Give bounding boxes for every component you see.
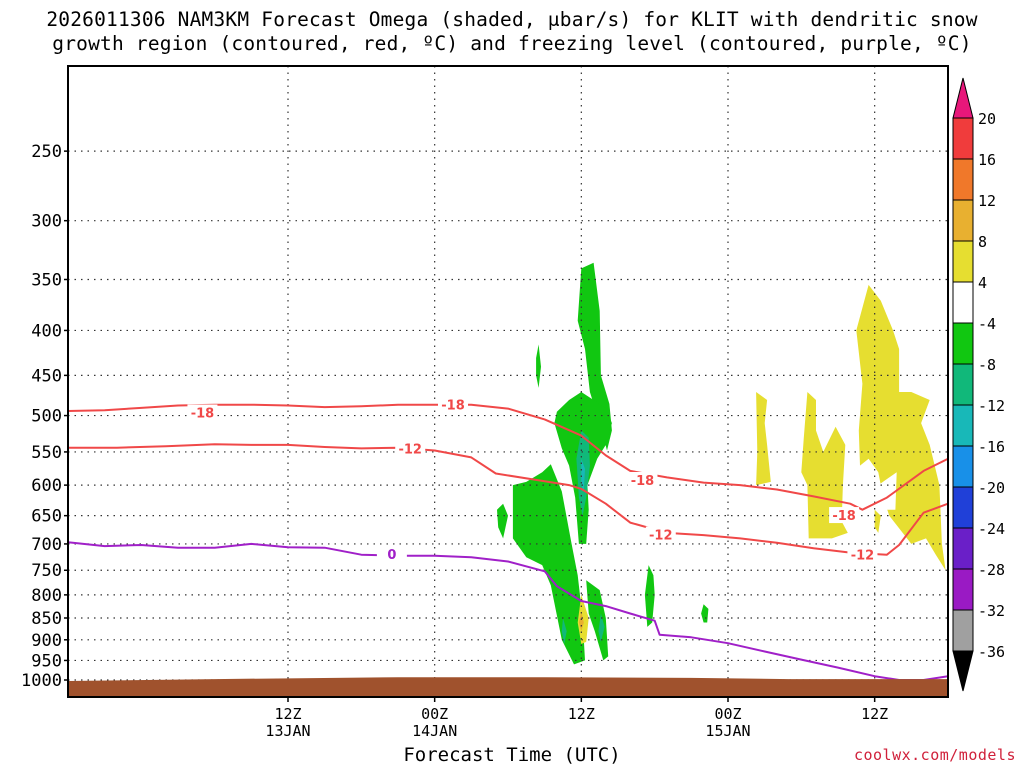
plot-area: -18 -18 -18 -18 -12 -12 -12 0 [68,66,948,697]
contour-label: 0 [387,548,396,563]
colorbar-bin [952,199,974,242]
omega-shaded-region [701,604,709,623]
y-tick-label: 350 [31,270,62,290]
contour-label-bg [395,440,426,457]
omega-shaded-region [512,464,585,665]
x-tick-label: 14JAN [412,722,457,740]
y-tick-label: 400 [31,321,62,341]
x-tick-label: 12Z [861,705,888,723]
contour-line-0 [68,541,948,681]
y-tick-label: 950 [31,651,62,671]
y-tick-label: 300 [31,212,62,232]
y-tick-label: 650 [31,507,62,527]
colorbar-label: 4 [978,274,987,292]
colorbar-bin [952,281,974,324]
contour-line-minus18 [68,403,948,511]
colorbar-label: -28 [978,561,1005,579]
colorbar-bin [952,158,974,201]
terrain-fill [68,677,948,697]
contour-label: -12 [851,549,875,564]
contour-label-bg [627,471,658,488]
chart-title-line-1: 2026011306 NAM3KM Forecast Omega (shaded… [46,8,978,31]
colorbar-bin [952,240,974,283]
y-tick-label: 700 [31,535,62,555]
colorbar-label: 12 [978,192,996,210]
colorbar-bin [952,609,974,652]
colorbar-label: -32 [978,602,1005,620]
colorbar-label: -20 [978,479,1005,497]
omega-shaded-region [644,565,655,627]
x-tick-label: 12Z [568,705,595,723]
contour-label-bg [187,404,218,421]
colorbar-extend-min [952,650,974,692]
contour-label-bg [438,396,468,413]
contour-label-bg [376,546,407,563]
colorbar-label: -12 [978,397,1005,415]
omega-shaded-region [578,611,584,632]
colorbar-label: 16 [978,151,996,169]
contour-label: -18 [191,407,215,422]
contour-label: -18 [441,399,465,414]
omega-shaded-region [497,503,508,539]
contour-label-bg [847,546,878,563]
y-tick-label: 550 [31,443,62,463]
contour-label-bg [645,526,676,543]
colorbar-bin [952,445,974,488]
omega-shaded-region [586,580,609,661]
omega-shaded-region [577,594,589,644]
omega-shaded-region [856,284,946,571]
x-tick-label: 15JAN [705,722,750,740]
contour-label-bg [829,507,860,524]
x-tick-label: 2026 [270,739,306,742]
colorbar-bin [952,117,974,160]
plot-frame [67,65,949,698]
x-tick-label: 00Z [421,705,448,723]
colorbar: 20 16 12 8 4 -4 -8 -12 -16 -20 -24 -28 -32 -36 [952,77,1005,692]
omega-shaded-region [581,458,585,492]
colorbar-extend-max [952,77,974,119]
colorbar-label: -8 [978,356,996,374]
x-tick-label: 12Z [274,705,301,723]
colorbar-label: -16 [978,438,1005,456]
y-tick-label: 600 [31,476,62,496]
omega-shaded-region [577,262,612,451]
y-tick-label: 1000 [21,671,62,691]
colorbar-label: 20 [978,110,996,128]
contour-label: -12 [649,529,673,544]
colorbar-bin [952,568,974,611]
contour-label: -18 [832,509,856,524]
chart-title-line-2: growth region (contoured, red, ºC) and f… [52,32,972,55]
colorbar-label: 8 [978,233,987,251]
contour-label: -12 [398,442,422,457]
y-tick-label: 850 [31,609,62,629]
omega-shaded-region [536,344,541,388]
y-tick-label: 250 [31,142,62,162]
chart-canvas: -18 -18 -18 -18 -12 -12 -12 0 250 300 350 400 450 500… [21,65,1005,742]
colorbar-label: -24 [978,520,1005,538]
x-tick-label: 00Z [714,705,741,723]
colorbar-bin [952,404,974,447]
y-tick-label: 500 [31,407,62,427]
contour-line-minus12 [68,443,948,556]
colorbar-bin [952,486,974,529]
omega-shaded-region [756,392,771,486]
colorbar-label: -36 [978,643,1005,661]
source-credit[interactable]: coolwx.com/models [853,746,1016,764]
colorbar-bin [952,527,974,570]
omega-shaded-region [598,613,605,642]
colorbar-bin [952,322,974,365]
x-tick-label: 13JAN [265,722,310,740]
colorbar-bin [952,363,974,406]
x-axis-label: Forecast Time (UTC) [403,744,621,766]
omega-shaded-region [874,509,881,533]
contour-label: -18 [631,474,655,489]
omega-shaded-region [561,618,567,644]
y-tick-label: 900 [31,631,62,651]
colorbar-label: -4 [978,315,996,333]
y-tick-label: 450 [31,366,62,386]
y-tick-label: 800 [31,586,62,606]
y-tick-label: 750 [31,561,62,581]
